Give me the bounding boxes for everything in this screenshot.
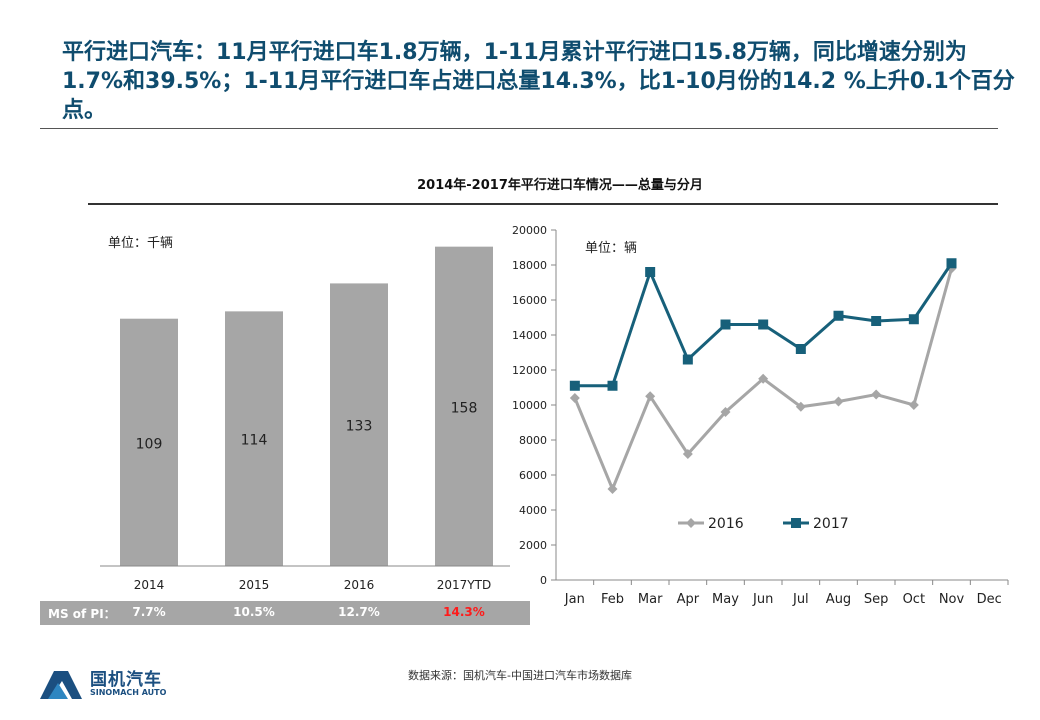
y-tick-label-8000: 8000 [519, 434, 547, 447]
market-share-2014: 7.7% [132, 605, 166, 619]
bar-unit-label: 单位：千辆 [108, 236, 173, 251]
point-2017-Feb [607, 380, 618, 391]
y-tick-label-12000: 12000 [512, 364, 547, 377]
x-tick-label-Mar: Mar [638, 592, 663, 607]
market-share-2017ytd: 14.3% [443, 605, 485, 619]
y-tick-label-18000: 18000 [512, 259, 547, 272]
point-2017-Sep [871, 316, 882, 326]
point-2017-Apr [682, 354, 693, 365]
bar-2015 [225, 311, 283, 566]
x-tick-label-Jan: Jan [564, 592, 585, 607]
monthly-line-chart: 0 2000 4000 6000 8000 10000 12000 14000 16000 180… [512, 224, 1009, 607]
sinomach-logo: 国机汽车 SINOMACH AUTO [38, 665, 188, 705]
point-2016-Sep [871, 389, 882, 400]
point-2017-Oct [908, 314, 919, 325]
bar-value-2015: 114 [241, 433, 268, 449]
y-tick-label-14000: 14000 [512, 329, 547, 342]
bar-category-2015: 2015 [239, 578, 270, 592]
legend-marker-2016 [686, 518, 696, 528]
market-share-band: MS of PI： 7.7% 10.5% 12.7% 14.3% [40, 601, 530, 625]
legend-label-2017: 2017 [813, 516, 849, 532]
bar-2017YTD [435, 246, 493, 566]
point-2017-Jul [795, 344, 806, 354]
x-tick-label-Aug: Aug [826, 592, 851, 607]
point-2017-Aug [833, 310, 844, 321]
y-tick-label-2000: 2000 [519, 539, 547, 552]
sinomach-logo-icon [40, 671, 82, 699]
chart-title: 2014年-2017年平行进口车情况——总量与分月 [417, 178, 703, 193]
y-tick-label-16000: 16000 [512, 294, 547, 307]
bar-value-2014: 109 [136, 436, 163, 452]
point-2017-Jan [569, 380, 580, 391]
point-2016-Feb [607, 484, 618, 494]
bar-value-2016: 133 [346, 419, 373, 435]
y-tick-label-10000: 10000 [512, 399, 547, 412]
y-tick-label-6000: 6000 [519, 469, 547, 482]
logo-name: 国机汽车 [90, 670, 162, 690]
x-tick-label-Apr: Apr [677, 592, 700, 607]
x-tick-label-Sep: Sep [864, 592, 889, 607]
market-share-2015: 10.5% [233, 605, 275, 619]
point-2017-Mar [645, 267, 656, 277]
bar-category-2014: 2014 [134, 578, 165, 592]
point-2016-May [720, 407, 731, 417]
headline-divider [40, 128, 998, 129]
data-source-note: 数据来源：国机汽车-中国进口汽车市场数据库 [408, 669, 632, 682]
x-tick-label-Oct: Oct [903, 592, 925, 607]
point-2017-Nov [946, 258, 957, 269]
logo-subname: SINOMACH AUTO [90, 688, 167, 697]
bar-2014 [120, 318, 178, 566]
market-share-2016: 12.7% [338, 605, 380, 619]
y-tick-label-0: 0 [540, 574, 547, 587]
market-share-label: MS of PI： [48, 607, 116, 621]
x-tick-label-May: May [712, 592, 739, 607]
point-2016-Oct [908, 400, 919, 410]
annual-bar-chart: 单位：千辆 109 2014 114 2015 133 2016 158 2017YTD [100, 236, 510, 592]
x-tick-label-Dec: Dec [977, 592, 1002, 607]
x-tick-label-Feb: Feb [601, 592, 624, 607]
headline: 平行进口汽车：11月平行进口车1.8万辆，1-11月累计平行进口15.8万辆，同… [62, 40, 1015, 123]
chart-title-divider [88, 203, 998, 205]
x-tick-label-Jun: Jun [752, 592, 773, 607]
point-2016-Jul [795, 401, 806, 412]
bar-value-2017YTD: 158 [451, 400, 478, 416]
bar-2016 [330, 283, 388, 566]
point-2016-Apr [682, 449, 693, 459]
y-tick-label-20000: 20000 [512, 224, 547, 237]
point-2017-May [720, 319, 731, 330]
y-tick-label-4000: 4000 [519, 504, 547, 517]
point-2017-Jun [758, 319, 769, 330]
x-tick-label-Jul: Jul [792, 592, 809, 607]
bar-category-2017YTD: 2017YTD [437, 578, 491, 592]
point-2016-Jun [758, 373, 769, 384]
point-2016-Jan [569, 393, 580, 403]
line-unit-label: 单位：辆 [585, 241, 637, 256]
point-2016-Mar [645, 391, 656, 402]
point-2016-Aug [833, 396, 844, 407]
legend-label-2016: 2016 [708, 516, 744, 532]
legend-marker-2017 [791, 518, 801, 528]
x-tick-label-Nov: Nov [939, 592, 965, 607]
bar-category-2016: 2016 [344, 578, 375, 592]
